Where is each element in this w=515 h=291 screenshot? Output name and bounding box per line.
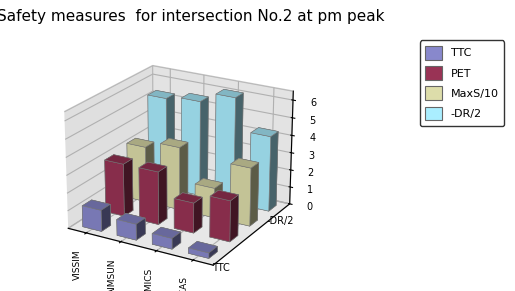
Text: Safety measures  for intersection No.2 at pm peak: Safety measures for intersection No.2 at…	[0, 9, 384, 24]
Legend: TTC, PET, MaxS/10, -DR/2: TTC, PET, MaxS/10, -DR/2	[420, 40, 504, 126]
